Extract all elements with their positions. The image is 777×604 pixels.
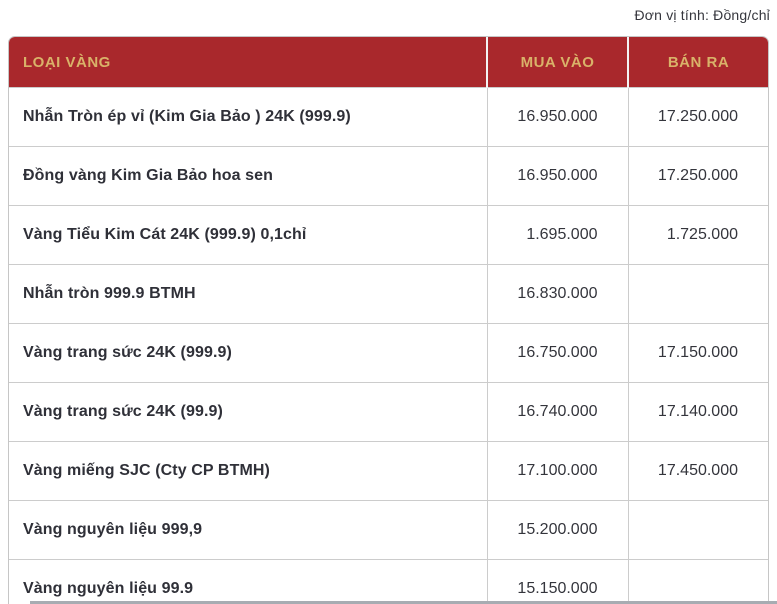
column-header-ban-ra: BÁN RA: [627, 37, 768, 88]
buy-price-cell: 16.950.000: [486, 146, 628, 206]
table-row: Vàng Tiểu Kim Cát 24K (999.9) 0,1chỉ 1.69…: [9, 205, 768, 265]
sell-price-cell: [627, 559, 768, 604]
sell-price-cell: [627, 500, 768, 560]
buy-price-cell: 16.830.000: [486, 264, 628, 324]
table-row: Vàng nguyên liệu 99.9 15.150.000: [9, 559, 768, 604]
gold-type-cell: Nhẫn Tròn ép vỉ (Kim Gia Bảo ) 24K (999.…: [9, 87, 487, 147]
table-row: Nhẫn tròn 999.9 BTMH 16.830.000: [9, 264, 768, 324]
unit-note: Đơn vị tính: Đồng/chỉ: [634, 7, 770, 23]
gold-type-cell: Vàng nguyên liệu 999,9: [9, 500, 487, 560]
table-row: Nhẫn Tròn ép vỉ (Kim Gia Bảo ) 24K (999.…: [9, 87, 768, 147]
sell-price-cell: [627, 264, 768, 324]
sell-price-cell: 17.250.000: [627, 146, 768, 206]
table-row: Vàng trang sức 24K (999.9) 16.750.000 17.1…: [9, 323, 768, 383]
gold-price-table-container: LOẠI VÀNG MUA VÀO BÁN RA Nhẫn Tròn ép vỉ…: [8, 36, 769, 604]
buy-price-cell: 15.150.000: [486, 559, 628, 604]
sell-price-cell: 17.450.000: [627, 441, 768, 501]
gold-type-cell: Vàng trang sức 24K (999.9): [9, 323, 487, 383]
gold-type-cell: Vàng Tiểu Kim Cát 24K (999.9) 0,1chỉ: [9, 205, 487, 265]
sell-price-cell: 17.250.000: [627, 87, 768, 147]
gold-type-cell: Vàng miếng SJC (Cty CP BTMH): [9, 441, 487, 501]
buy-price-cell: 15.200.000: [486, 500, 628, 560]
buy-price-cell: 1.695.000: [486, 205, 628, 265]
gold-type-cell: Vàng trang sức 24K (99.9): [9, 382, 487, 442]
table-row: Vàng miếng SJC (Cty CP BTMH) 17.100.000 17…: [9, 441, 768, 501]
gold-type-cell: Nhẫn tròn 999.9 BTMH: [9, 264, 487, 324]
sell-price-cell: 17.140.000: [627, 382, 768, 442]
sell-price-cell: 17.150.000: [627, 323, 768, 383]
buy-price-cell: 17.100.000: [486, 441, 628, 501]
sell-price-cell: 1.725.000: [627, 205, 768, 265]
buy-price-cell: 16.950.000: [486, 87, 628, 147]
buy-price-cell: 16.750.000: [486, 323, 628, 383]
buy-price-cell: 16.740.000: [486, 382, 628, 442]
column-header-loai-vang: LOẠI VÀNG: [9, 37, 487, 88]
column-header-mua-vao: MUA VÀO: [486, 37, 628, 88]
table-row: Vàng trang sức 24K (99.9) 16.740.000 17.14…: [9, 382, 768, 442]
table-row: Đồng vàng Kim Gia Bảo hoa sen 16.950.000 1…: [9, 146, 768, 206]
table-row: Vàng nguyên liệu 999,9 15.200.000: [9, 500, 768, 560]
table-header-row: LOẠI VÀNG MUA VÀO BÁN RA: [9, 37, 768, 88]
bottom-strip: [30, 601, 777, 604]
gold-price-table: LOẠI VÀNG MUA VÀO BÁN RA Nhẫn Tròn ép vỉ…: [9, 37, 768, 604]
gold-type-cell: Vàng nguyên liệu 99.9: [9, 559, 487, 604]
gold-type-cell: Đồng vàng Kim Gia Bảo hoa sen: [9, 146, 487, 206]
